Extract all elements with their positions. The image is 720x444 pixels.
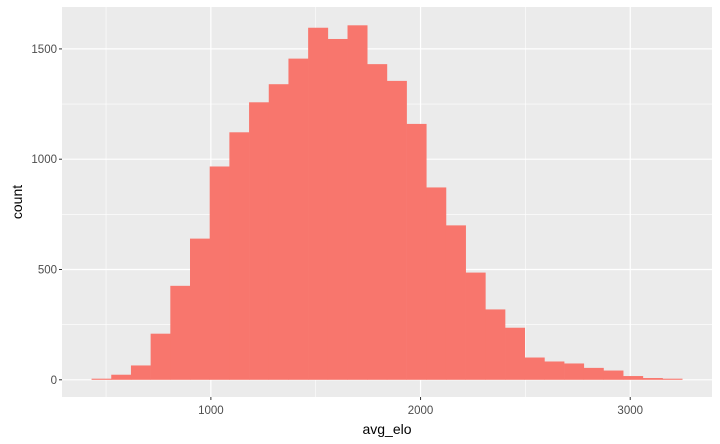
y-tick-label: 1500 [31, 44, 57, 56]
histogram-bar [426, 187, 447, 380]
histogram-bar [642, 378, 663, 380]
histogram-bar [91, 378, 112, 380]
histogram-bar [465, 272, 486, 380]
histogram-bar [190, 238, 210, 380]
histogram-bar [505, 327, 526, 380]
histogram-bar [209, 166, 230, 380]
histogram-bar [564, 363, 585, 380]
y-tick-label: 1000 [31, 154, 57, 166]
x-axis-ticks: 1000 2000 3000 [198, 397, 643, 417]
x-tick-label: 2000 [408, 405, 434, 417]
y-axis-ticks: 0 500 1000 1500 [31, 44, 62, 387]
histogram-bar [308, 27, 329, 380]
y-tick-label: 0 [51, 375, 57, 387]
histogram-bar [583, 367, 604, 380]
histogram-bar [150, 333, 171, 380]
histogram-bar [603, 370, 624, 380]
histogram-bar [249, 102, 270, 380]
y-tick-label: 500 [38, 265, 57, 277]
histogram-bar [170, 285, 191, 380]
histogram-bar [111, 374, 132, 380]
histogram-bar [130, 365, 151, 380]
histogram-bar [524, 357, 545, 380]
histogram-bar [347, 25, 368, 380]
histogram-bar [288, 58, 309, 380]
histogram-bar [386, 80, 407, 380]
histogram-bar [623, 376, 644, 380]
x-axis-title: avg_elo [362, 421, 411, 437]
bars [91, 25, 683, 380]
histogram-bar [327, 38, 348, 380]
histogram-bar [268, 84, 289, 380]
x-tick-label: 1000 [198, 405, 224, 417]
histogram-bar [544, 361, 565, 380]
histogram-bar [229, 132, 250, 380]
histogram-bar [445, 225, 466, 380]
histogram-bar [367, 64, 388, 380]
y-axis-title: count [9, 185, 25, 219]
x-tick-label: 3000 [617, 405, 643, 417]
histogram-bar [662, 378, 683, 380]
histogram-bar [406, 123, 427, 380]
histogram-bar [485, 309, 506, 380]
